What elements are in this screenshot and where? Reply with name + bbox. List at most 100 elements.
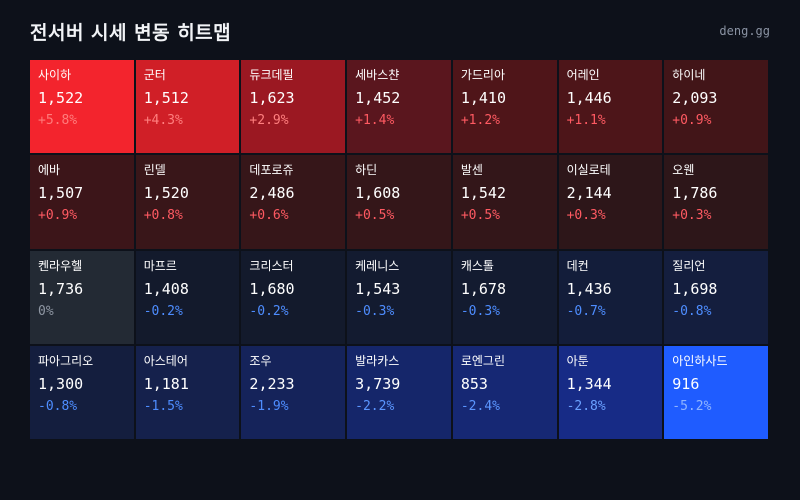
server-cell[interactable]: 린델 1,520 +0.8% xyxy=(135,155,240,249)
server-cell[interactable]: 켄라우헬 1,736 0% xyxy=(30,250,134,344)
server-change: +1.1% xyxy=(566,113,606,128)
server-cell[interactable]: 아스테어 1,181 -1.5% xyxy=(135,345,240,439)
server-price: 2,093 xyxy=(672,89,718,107)
server-cell[interactable]: 데포로쥬 2,486 +0.6% xyxy=(241,155,346,249)
server-name: 파아그리오 xyxy=(38,353,94,368)
server-cell[interactable]: 하딘 1,608 +0.5% xyxy=(347,155,451,249)
server-change: -0.3% xyxy=(460,303,500,319)
server-change: +1.2% xyxy=(460,113,500,128)
server-price: 1,786 xyxy=(672,184,718,203)
server-change: +0.5% xyxy=(460,208,500,224)
server-cell[interactable]: 데컨 1,436 -0.7% xyxy=(558,250,663,344)
server-name: 발센 xyxy=(460,163,483,178)
server-cell[interactable]: 어레인 1,446 +1.1% xyxy=(558,60,663,154)
server-price: 1,181 xyxy=(143,374,189,393)
server-price: 1,408 xyxy=(143,279,189,298)
server-change: -0.8% xyxy=(672,303,712,319)
server-price: 1,522 xyxy=(38,89,84,107)
server-price: 1,542 xyxy=(460,184,506,203)
server-change: -2.4% xyxy=(460,398,500,414)
server-name: 어레인 xyxy=(566,68,600,82)
server-price: 1,608 xyxy=(355,184,401,203)
server-price: 2,233 xyxy=(249,374,295,393)
server-cell[interactable]: 발센 1,542 +0.5% xyxy=(452,155,557,249)
server-change: +0.3% xyxy=(566,208,606,224)
server-price: 1,452 xyxy=(355,89,401,107)
server-change: -2.8% xyxy=(566,398,606,414)
server-price: 1,512 xyxy=(143,89,189,107)
server-cell[interactable]: 마프르 1,408 -0.2% xyxy=(135,250,240,344)
server-price: 1,678 xyxy=(460,279,506,298)
server-change: +0.5% xyxy=(355,208,395,224)
server-name: 듀크데필 xyxy=(249,68,294,82)
server-cell[interactable]: 오웬 1,786 +0.3% xyxy=(664,155,768,249)
server-cell[interactable]: 하이네 2,093 +0.9% xyxy=(664,60,768,154)
server-price: 3,739 xyxy=(355,374,401,393)
server-cell[interactable]: 세바스챤 1,452 +1.4% xyxy=(347,60,451,154)
server-name: 아툰 xyxy=(566,353,589,368)
server-price: 853 xyxy=(460,374,488,393)
server-price: 1,436 xyxy=(566,279,612,298)
server-price: 1,520 xyxy=(143,184,189,203)
server-cell[interactable]: 질리언 1,698 -0.8% xyxy=(664,250,768,344)
server-name: 아인하사드 xyxy=(672,353,728,368)
server-cell[interactable]: 캐스톨 1,678 -0.3% xyxy=(452,250,557,344)
server-name: 데포로쥬 xyxy=(249,163,294,178)
server-change: +0.8% xyxy=(143,208,183,224)
heatmap-grid: 사이하 1,522 +5.8% 군터 1,512 +4.3% 듀크데필 1,623 +2.9% 세… xyxy=(30,60,768,439)
server-change: 0% xyxy=(38,303,54,319)
server-cell[interactable]: 듀크데필 1,623 +2.9% xyxy=(241,60,346,154)
server-name: 에바 xyxy=(38,163,61,178)
server-change: -1.9% xyxy=(249,398,289,414)
server-change: +4.3% xyxy=(143,113,183,128)
server-cell[interactable]: 이실로테 2,144 +0.3% xyxy=(558,155,663,249)
server-price: 1,623 xyxy=(249,89,295,107)
server-name: 사이하 xyxy=(38,68,72,82)
server-cell[interactable]: 발라카스 3,739 -2.2% xyxy=(347,345,451,439)
server-change: -0.2% xyxy=(249,303,289,319)
server-cell[interactable]: 아툰 1,344 -2.8% xyxy=(558,345,663,439)
server-change: -0.2% xyxy=(143,303,183,319)
server-price: 916 xyxy=(672,374,700,393)
server-change: +5.8% xyxy=(38,113,78,128)
server-change: -2.2% xyxy=(355,398,395,414)
server-price: 1,698 xyxy=(672,279,718,298)
server-name: 아스테어 xyxy=(143,353,188,368)
server-name: 로엔그린 xyxy=(460,353,506,368)
server-change: +0.9% xyxy=(672,113,712,128)
server-price: 1,507 xyxy=(38,184,84,203)
server-cell[interactable]: 사이하 1,522 +5.8% xyxy=(30,60,134,154)
server-name: 가드리아 xyxy=(460,68,506,82)
server-cell[interactable]: 에바 1,507 +0.9% xyxy=(30,155,134,249)
server-cell[interactable]: 가드리아 1,410 +1.2% xyxy=(452,60,557,154)
server-cell[interactable]: 로엔그린 853 -2.4% xyxy=(452,345,557,439)
server-name: 오웬 xyxy=(672,163,695,178)
server-change: -0.7% xyxy=(566,303,606,319)
server-price: 2,144 xyxy=(566,184,612,203)
server-cell[interactable]: 아인하사드 916 -5.2% xyxy=(664,345,768,439)
server-price: 1,446 xyxy=(566,89,612,107)
server-price: 1,543 xyxy=(355,279,401,298)
server-name: 질리언 xyxy=(672,258,706,273)
server-name: 크리스터 xyxy=(249,258,294,273)
server-price: 2,486 xyxy=(249,184,295,203)
brand-label: deng.gg xyxy=(719,24,770,38)
server-change: +0.3% xyxy=(672,208,712,224)
server-change: -0.3% xyxy=(355,303,395,319)
server-price: 1,344 xyxy=(566,374,612,393)
server-change: -0.8% xyxy=(38,398,78,414)
server-name: 조우 xyxy=(249,353,272,368)
server-name: 세바스챤 xyxy=(355,68,400,82)
server-cell[interactable]: 조우 2,233 -1.9% xyxy=(241,345,346,439)
server-cell[interactable]: 케레니스 1,543 -0.3% xyxy=(347,250,451,344)
server-change: -5.2% xyxy=(672,398,712,414)
server-name: 하딘 xyxy=(355,163,378,178)
server-name: 데컨 xyxy=(566,258,589,273)
server-name: 캐스톨 xyxy=(460,258,494,273)
server-price: 1,680 xyxy=(249,279,295,298)
server-cell[interactable]: 파아그리오 1,300 -0.8% xyxy=(30,345,134,439)
server-cell[interactable]: 크리스터 1,680 -0.2% xyxy=(241,250,346,344)
server-cell[interactable]: 군터 1,512 +4.3% xyxy=(135,60,240,154)
server-name: 켄라우헬 xyxy=(38,258,83,273)
server-name: 이실로테 xyxy=(566,163,611,178)
